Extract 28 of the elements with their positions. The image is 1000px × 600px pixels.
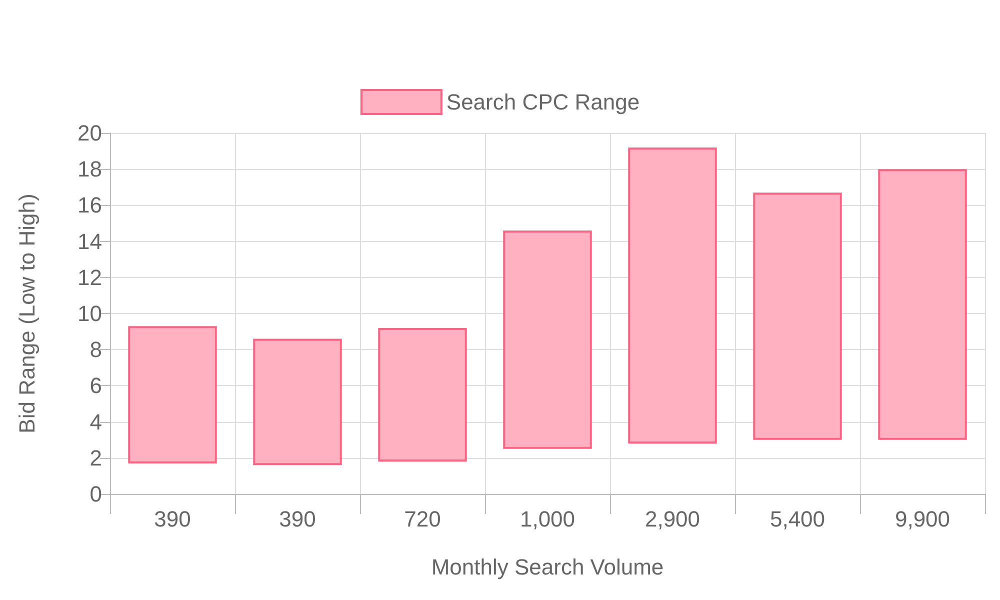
y-tick-label: 10 <box>78 301 102 326</box>
y-tick-label: 14 <box>78 228 102 254</box>
bar <box>878 169 967 440</box>
y-tick-label: 2 <box>90 445 102 470</box>
y-tick-label: 4 <box>90 409 102 434</box>
legend-label: Search CPC Range <box>446 90 640 114</box>
y-tick-label: 6 <box>90 373 102 398</box>
x-tick-label: 720 <box>404 506 441 532</box>
y-tick-label: 16 <box>78 192 102 218</box>
bar <box>753 192 842 440</box>
bar <box>128 326 217 464</box>
bar <box>378 328 467 462</box>
x-tick-label: 390 <box>154 506 191 532</box>
y-tick-label: 0 <box>90 482 102 506</box>
bar <box>503 230 592 449</box>
y-axis-title: Bid Range (Low to High) <box>14 194 40 434</box>
x-tick-label: 2,900 <box>644 506 700 532</box>
y-tick-label: 8 <box>90 337 102 362</box>
x-axis-title: Monthly Search Volume <box>431 554 664 580</box>
bar <box>253 338 342 466</box>
bar <box>628 147 717 444</box>
y-tick-label: 18 <box>78 156 102 182</box>
y-tick-label: 20 <box>78 120 102 146</box>
x-tick-label: 9,900 <box>894 506 950 532</box>
x-tick-label: 1,000 <box>520 506 576 532</box>
x-tick-label: 390 <box>279 506 316 532</box>
y-tick-label: 12 <box>78 264 102 290</box>
x-tick-label: 5,400 <box>770 506 826 532</box>
